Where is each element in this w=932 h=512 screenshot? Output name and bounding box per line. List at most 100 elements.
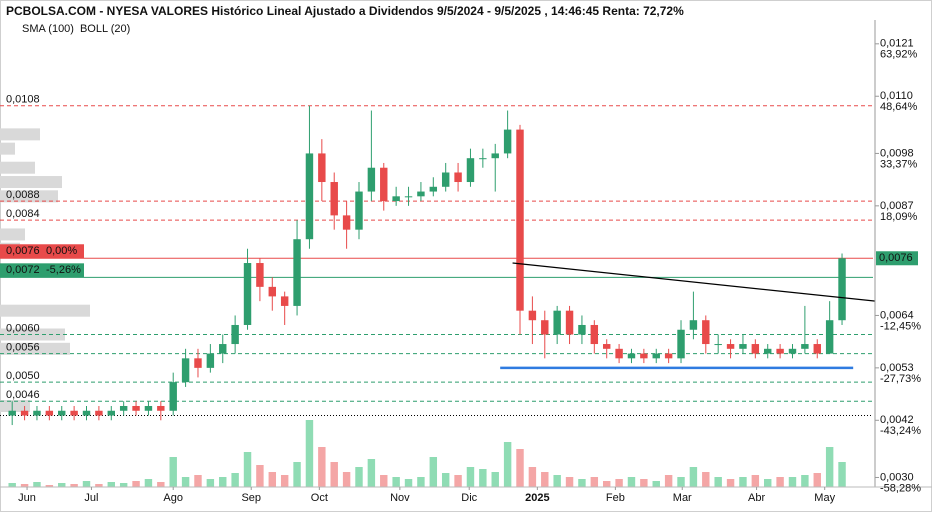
legend-entry: BOLL (20) bbox=[80, 23, 130, 35]
y-tick-change: 33,37% bbox=[880, 158, 918, 170]
volume-bar bbox=[330, 462, 338, 487]
volume-bar bbox=[801, 475, 809, 487]
candle-body bbox=[441, 172, 450, 187]
candle-body bbox=[702, 320, 710, 345]
x-tick-label: Jun bbox=[18, 492, 36, 504]
volume-bar bbox=[82, 481, 91, 487]
y-tick-label: 0,0053 bbox=[880, 362, 914, 374]
volume-bar bbox=[751, 475, 760, 487]
candle-body bbox=[417, 191, 425, 197]
volume-bar bbox=[169, 457, 177, 487]
candle-body bbox=[528, 310, 537, 321]
volume-bar bbox=[404, 479, 413, 487]
volume-profile-bar bbox=[0, 142, 15, 155]
candle-body bbox=[454, 172, 462, 183]
volume-bar bbox=[268, 472, 277, 487]
volume-bar bbox=[243, 452, 252, 487]
volume-profile-bar bbox=[0, 228, 25, 241]
candle-body bbox=[280, 296, 289, 306]
y-tick-change: 18,09% bbox=[880, 211, 918, 223]
volume-bar bbox=[181, 477, 190, 487]
x-tick-label: Feb bbox=[606, 492, 625, 504]
candle-body bbox=[590, 324, 599, 345]
volume-bar bbox=[45, 485, 54, 487]
last-price-box bbox=[876, 251, 918, 266]
candle-body bbox=[82, 410, 91, 416]
last-price-label: 0,0076 bbox=[879, 252, 913, 264]
volume-bar bbox=[454, 475, 462, 487]
level-label: 0,0108 bbox=[6, 94, 40, 106]
volume-bar bbox=[553, 475, 561, 487]
level-change: -5,26% bbox=[46, 264, 81, 276]
volume-bar bbox=[677, 477, 685, 487]
candle-body bbox=[268, 286, 277, 297]
volume-bar bbox=[206, 479, 215, 487]
candle-body bbox=[652, 353, 660, 359]
volume-bar bbox=[256, 465, 264, 487]
candle-body bbox=[764, 348, 772, 354]
candle-body bbox=[664, 353, 673, 359]
volume-bar bbox=[58, 483, 66, 487]
y-tick-change: -58,28% bbox=[880, 482, 921, 494]
candle-body bbox=[305, 153, 314, 240]
candle-body bbox=[677, 329, 685, 359]
candle-body bbox=[8, 410, 16, 416]
volume-bar bbox=[516, 449, 524, 487]
candle-body bbox=[169, 382, 177, 411]
candle-body bbox=[45, 410, 54, 416]
volume-bar bbox=[342, 472, 351, 487]
volume-bar bbox=[491, 472, 499, 487]
candle-body bbox=[788, 348, 797, 354]
level-label: 0,0056 bbox=[6, 341, 40, 353]
y-tick-label: 0,0064 bbox=[880, 309, 914, 321]
volume-bar bbox=[132, 481, 140, 487]
y-tick-change: 63,92% bbox=[880, 49, 918, 61]
level-label: 0,0050 bbox=[6, 370, 40, 382]
candle-body bbox=[813, 344, 821, 354]
candle-body bbox=[640, 353, 648, 359]
candle-body bbox=[107, 410, 115, 416]
candle-body bbox=[95, 410, 103, 416]
x-tick-label: Nov bbox=[390, 492, 410, 504]
legend: SMA (100) BOLL (20) bbox=[22, 23, 130, 35]
candle-body bbox=[801, 344, 809, 349]
candle-body bbox=[132, 405, 140, 411]
level-label: 0,0046 bbox=[6, 389, 40, 401]
candle-body bbox=[602, 344, 611, 349]
candle-body bbox=[627, 353, 636, 359]
volume-bar bbox=[280, 475, 289, 487]
volume-profile-bar bbox=[0, 176, 62, 189]
x-tick-label: Oct bbox=[311, 492, 328, 504]
candle-body bbox=[516, 129, 524, 311]
x-tick-label: May bbox=[814, 492, 835, 504]
candle-body bbox=[367, 167, 376, 192]
candle-body bbox=[578, 324, 586, 335]
candle-body bbox=[466, 158, 475, 183]
candle-body bbox=[751, 344, 760, 354]
volume-bar bbox=[355, 467, 363, 487]
level-box bbox=[0, 263, 84, 278]
level-label: 0,0076 bbox=[6, 245, 40, 257]
candle-body bbox=[219, 344, 227, 354]
x-tick-label: Sep bbox=[241, 492, 261, 504]
volume-bar bbox=[541, 472, 549, 487]
volume-bar bbox=[429, 457, 438, 487]
candle-body bbox=[318, 153, 326, 183]
volume-bar bbox=[144, 479, 153, 487]
volume-bar bbox=[380, 475, 388, 487]
candle-body bbox=[119, 405, 128, 411]
volume-bar bbox=[764, 479, 772, 487]
candle-body bbox=[565, 310, 574, 335]
volume-bar bbox=[33, 482, 41, 487]
y-tick-label: 0,0121 bbox=[880, 38, 914, 50]
candle-body bbox=[479, 158, 487, 160]
x-tick-label: Ago bbox=[163, 492, 183, 504]
volume-bar bbox=[441, 473, 450, 487]
chart-title: PCBOLSA.COM - NYESA VALORES Histórico Li… bbox=[6, 4, 684, 18]
volume-bar bbox=[107, 482, 115, 487]
volume-bar bbox=[95, 484, 103, 487]
y-tick-label: 0,0098 bbox=[880, 147, 914, 159]
level-label: 0,0088 bbox=[6, 189, 40, 201]
